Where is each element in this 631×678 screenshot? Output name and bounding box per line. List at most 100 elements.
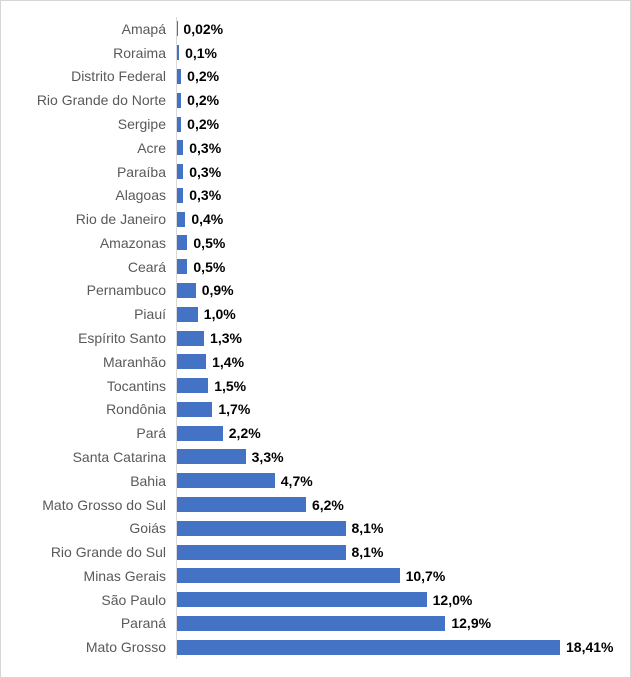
category-label: Bahia — [130, 472, 166, 489]
chart-row: Minas Gerais 10,7% — [1, 563, 628, 588]
bar-area: 0,3% — [176, 135, 628, 160]
value-label: 0,3% — [189, 139, 222, 156]
bar-area: 0,3% — [176, 183, 628, 208]
category-label: Pernambuco — [86, 282, 166, 299]
bar-area: 1,0% — [176, 302, 628, 327]
chart-row: Tocantins 1,5% — [1, 373, 628, 398]
value-label: 0,5% — [193, 258, 226, 275]
category-label: Pará — [136, 425, 166, 442]
bar — [177, 473, 275, 489]
value-label: 1,7% — [218, 401, 251, 418]
bar — [177, 140, 184, 156]
bar-area: 1,4% — [176, 349, 628, 374]
bar — [177, 116, 182, 132]
bar-area: 0,2% — [176, 112, 628, 136]
category-label: Paraná — [120, 615, 166, 632]
category-label: Rio de Janeiro — [75, 211, 166, 228]
bar-area: 12,9% — [176, 611, 628, 636]
bar-area: 0,02% — [176, 17, 628, 41]
value-label: 0,3% — [189, 163, 222, 180]
bar — [177, 378, 209, 394]
chart-row: Ceará 0,5% — [1, 254, 628, 279]
category-label: Maranhão — [102, 353, 166, 370]
bar — [177, 449, 246, 465]
category-label: Amapá — [121, 20, 166, 37]
category-label: Distrito Federal — [71, 68, 166, 85]
value-label: 0,1% — [185, 44, 217, 61]
chart-row: Pernambuco 0,9% — [1, 278, 628, 303]
chart-row: Mato Grosso do Sul 6,2% — [1, 492, 628, 517]
chart-row: Amazonas 0,5% — [1, 231, 628, 255]
bar-area: 8,1% — [176, 540, 628, 564]
bar — [177, 282, 196, 298]
category-label: Minas Gerais — [83, 567, 166, 584]
chart-row: Rondônia 1,7% — [1, 397, 628, 422]
bar — [177, 211, 186, 227]
value-label: 18,41% — [566, 639, 614, 656]
bar — [177, 425, 223, 441]
chart-row: Rio Grande do Norte 0,2% — [1, 88, 628, 113]
bar-area: 18,41% — [176, 635, 628, 660]
value-label: 6,2% — [311, 496, 344, 513]
bar-area: 1,3% — [176, 326, 628, 350]
value-label: 1,0% — [203, 306, 236, 323]
chart-row: Acre 0,3% — [1, 135, 628, 160]
bar — [177, 615, 446, 631]
chart-row: São Paulo 12,0% — [1, 587, 628, 612]
value-label: 10,7% — [405, 567, 446, 584]
bar — [177, 92, 182, 108]
value-label: 0,4% — [191, 211, 224, 228]
bar-area: 0,9% — [176, 278, 628, 303]
bar-area: 6,2% — [176, 492, 628, 517]
chart-row: Distrito Federal 0,2% — [1, 64, 628, 89]
chart-row: Paraíba 0,3% — [1, 159, 628, 184]
chart-row: Amapá 0,02% — [1, 17, 628, 41]
category-label: Rio Grande do Sul — [50, 544, 166, 561]
value-label: 0,5% — [193, 234, 226, 251]
category-label: Santa Catarina — [72, 448, 166, 465]
bar-area: 0,1% — [176, 40, 628, 65]
category-label: Roraima — [113, 44, 166, 61]
value-label: 1,4% — [212, 353, 245, 370]
category-label: Mato Grosso do Sul — [42, 496, 166, 513]
category-label: Alagoas — [115, 187, 166, 204]
value-label: 12,0% — [432, 591, 473, 608]
bar-area: 1,7% — [176, 397, 628, 422]
bar — [177, 187, 184, 203]
category-label: Rio Grande do Norte — [36, 92, 166, 109]
value-label: 1,5% — [214, 377, 247, 394]
category-label: Paraíba — [116, 163, 166, 180]
bar-area: 0,2% — [176, 64, 628, 89]
category-label: Piauí — [134, 306, 166, 323]
value-label: 12,9% — [451, 615, 492, 632]
bar — [177, 497, 306, 513]
bar — [177, 235, 188, 251]
category-label: Amazonas — [99, 234, 166, 251]
chart-row: Santa Catarina 3,3% — [1, 445, 628, 469]
bar — [177, 354, 207, 370]
value-label: 0,9% — [201, 282, 234, 299]
bar — [177, 164, 184, 180]
value-label: 2,2% — [228, 425, 261, 442]
category-label: Espírito Santo — [78, 330, 166, 347]
category-label: Acre — [137, 139, 166, 156]
chart-row: Goiás 8,1% — [1, 516, 628, 541]
category-label: São Paulo — [101, 591, 166, 608]
chart-row: Bahia 4,7% — [1, 468, 628, 493]
chart-row: Rio Grande do Sul 8,1% — [1, 540, 628, 564]
bar-area: 1,5% — [176, 373, 628, 398]
bar-area: 3,3% — [176, 445, 628, 469]
bar — [177, 45, 180, 61]
value-label: 1,3% — [210, 330, 242, 347]
bar — [177, 520, 346, 536]
chart-row: Sergipe 0,2% — [1, 112, 628, 136]
bar-area: 0,3% — [176, 159, 628, 184]
category-label: Ceará — [127, 258, 166, 275]
bar — [177, 592, 427, 608]
bar-area: 8,1% — [176, 516, 628, 541]
category-label: Sergipe — [117, 116, 166, 133]
chart-row: Roraima 0,1% — [1, 40, 628, 65]
bar-area: 0,5% — [176, 254, 628, 279]
bar — [177, 259, 188, 275]
chart-row: Pará 2,2% — [1, 421, 628, 446]
